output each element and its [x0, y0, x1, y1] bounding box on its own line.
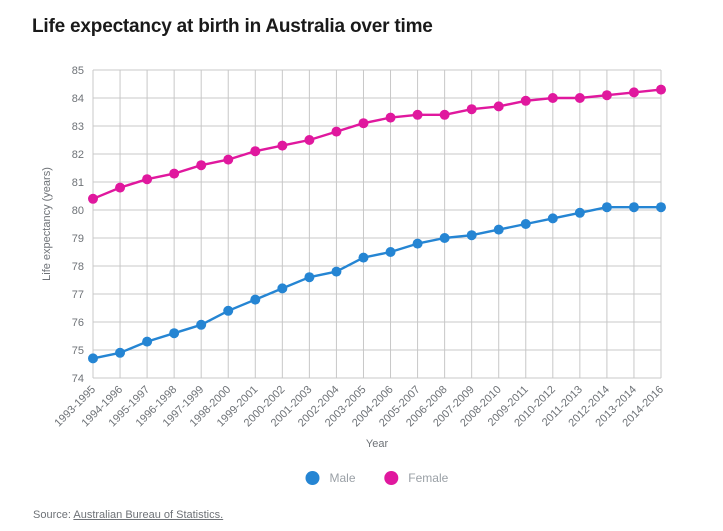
data-point-female-14[interactable] [466, 104, 477, 115]
data-point-female-7[interactable] [277, 140, 288, 151]
data-point-female-13[interactable] [439, 109, 450, 120]
data-point-male-5[interactable] [223, 305, 234, 316]
data-point-female-19[interactable] [601, 90, 612, 101]
data-point-male-9[interactable] [331, 266, 342, 277]
source-prefix: Source: [33, 509, 71, 521]
page-title: Life expectancy at birth in Australia ov… [32, 16, 433, 37]
data-point-male-11[interactable] [385, 247, 396, 257]
y-tick-label: 77 [72, 289, 84, 301]
legend-marker-male[interactable] [305, 471, 320, 485]
data-point-male-16[interactable] [520, 219, 531, 229]
y-tick-label: 74 [72, 373, 84, 385]
data-point-female-1[interactable] [115, 182, 126, 193]
y-tick-label: 84 [72, 93, 84, 105]
data-point-male-14[interactable] [466, 230, 477, 241]
data-point-male-21[interactable] [656, 202, 666, 213]
data-point-male-0[interactable] [88, 353, 98, 364]
data-point-female-10[interactable] [358, 118, 369, 129]
data-point-female-9[interactable] [331, 126, 342, 137]
data-point-male-1[interactable] [115, 347, 126, 358]
data-point-female-15[interactable] [493, 101, 504, 112]
legend-label-male[interactable]: Male [330, 471, 356, 485]
data-point-female-12[interactable] [412, 109, 423, 120]
data-point-female-8[interactable] [304, 135, 315, 145]
legend-label-female[interactable]: Female [408, 471, 448, 485]
data-point-female-4[interactable] [196, 160, 207, 171]
data-point-male-8[interactable] [304, 272, 315, 283]
data-point-female-17[interactable] [547, 93, 558, 103]
data-point-female-21[interactable] [656, 84, 666, 95]
data-point-male-6[interactable] [250, 294, 261, 305]
data-point-male-17[interactable] [547, 213, 558, 224]
y-tick-label: 80 [72, 205, 84, 217]
y-tick-label: 75 [72, 345, 84, 357]
data-point-female-5[interactable] [223, 154, 234, 165]
data-point-female-6[interactable] [250, 146, 261, 157]
source-note: Source: Australian Bureau of Statistics. [33, 509, 223, 521]
x-axis-title: Year [366, 438, 389, 450]
data-point-male-20[interactable] [628, 202, 639, 213]
data-point-female-0[interactable] [88, 193, 98, 204]
data-point-female-18[interactable] [574, 93, 585, 103]
data-point-male-12[interactable] [412, 238, 423, 249]
data-point-female-16[interactable] [520, 95, 531, 106]
data-point-male-13[interactable] [439, 233, 450, 243]
y-tick-label: 81 [72, 177, 84, 189]
series-line-male [91, 205, 663, 360]
data-point-female-3[interactable] [169, 168, 180, 179]
data-point-female-11[interactable] [385, 112, 396, 123]
data-point-male-18[interactable] [574, 207, 585, 218]
y-tick-label: 79 [72, 233, 84, 245]
series-line-female [91, 88, 663, 201]
source-link[interactable]: Australian Bureau of Statistics. [73, 509, 224, 521]
data-point-male-4[interactable] [196, 319, 207, 330]
y-tick-label: 83 [72, 121, 84, 133]
data-point-male-15[interactable] [493, 224, 504, 235]
data-point-male-2[interactable] [142, 336, 153, 347]
data-point-female-20[interactable] [628, 87, 639, 98]
data-point-male-7[interactable] [277, 283, 288, 294]
y-axis-title: Life expectancy (years) [41, 167, 53, 281]
data-point-female-2[interactable] [142, 174, 153, 185]
legend-marker-female[interactable] [384, 471, 399, 485]
data-point-male-3[interactable] [169, 328, 180, 339]
data-point-male-19[interactable] [601, 202, 612, 213]
data-point-male-10[interactable] [358, 252, 369, 263]
y-tick-label: 76 [72, 317, 84, 329]
y-tick-label: 82 [72, 149, 84, 161]
y-tick-label: 78 [72, 261, 84, 273]
y-tick-label: 85 [72, 65, 84, 77]
